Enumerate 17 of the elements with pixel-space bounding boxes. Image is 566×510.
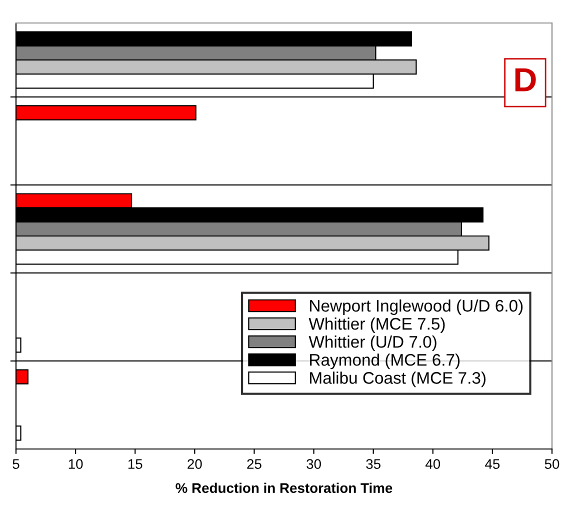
- x-tick-label: 10: [68, 459, 83, 469]
- legend-label: Whittier (MCE 7.5): [308, 317, 445, 334]
- x-axis-title: % Reduction in Restoration Time: [176, 482, 392, 493]
- x-tick-label: 15: [128, 459, 142, 469]
- x-tick-label: 20: [188, 459, 202, 469]
- legend-label: Malibu Coast (MCE 7.3): [310, 372, 486, 388]
- x-tick-label: 35: [366, 459, 380, 469]
- x-tick-label: 45: [485, 459, 500, 469]
- x-tick-label: 25: [247, 459, 262, 469]
- x-tick-label: 30: [306, 459, 321, 469]
- x-tick-label: 40: [425, 459, 440, 469]
- x-tick-label: 50: [544, 459, 560, 469]
- legend-label: Raymond (MCE 6.7): [310, 354, 460, 370]
- x-tick-label: 5: [12, 459, 20, 469]
- annotation: D: [515, 68, 536, 92]
- legend-label: Newport Inglewood (U/D 6.0): [310, 299, 523, 315]
- legend-label: Whittier (U/D 7.0): [308, 336, 436, 352]
